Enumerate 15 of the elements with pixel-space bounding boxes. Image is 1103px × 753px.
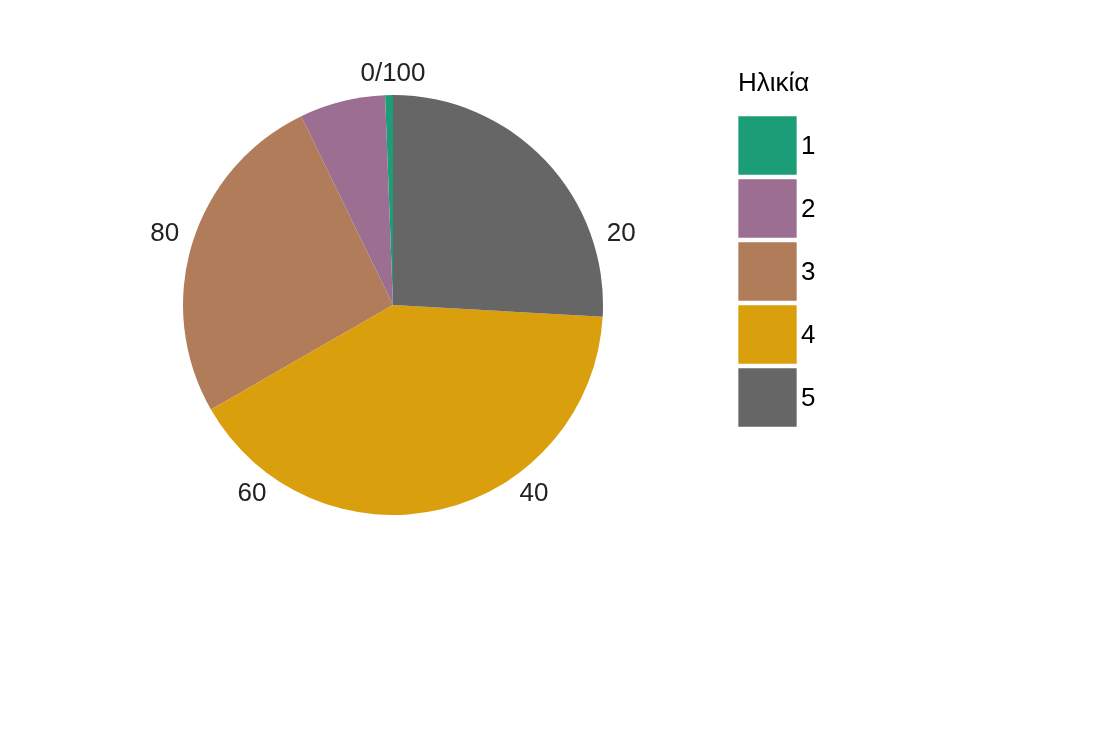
text: 40 bbox=[519, 476, 549, 507]
pie-slice bbox=[210, 305, 603, 515]
pie-slice bbox=[301, 95, 393, 305]
legend-label: 1 bbox=[801, 129, 816, 160]
pie-slice bbox=[393, 95, 603, 317]
legend-label: 3 bbox=[801, 255, 816, 286]
legend-title: Ηλικία bbox=[738, 67, 810, 97]
text: 80 bbox=[150, 217, 180, 248]
text: 20 bbox=[606, 217, 636, 248]
legend-label: 2 bbox=[801, 192, 816, 223]
pie-slice bbox=[183, 116, 393, 410]
text: 0/100 bbox=[360, 57, 426, 87]
legend-label: 4 bbox=[801, 318, 816, 349]
legend-label: 5 bbox=[801, 381, 816, 412]
text: 60 bbox=[237, 476, 267, 507]
